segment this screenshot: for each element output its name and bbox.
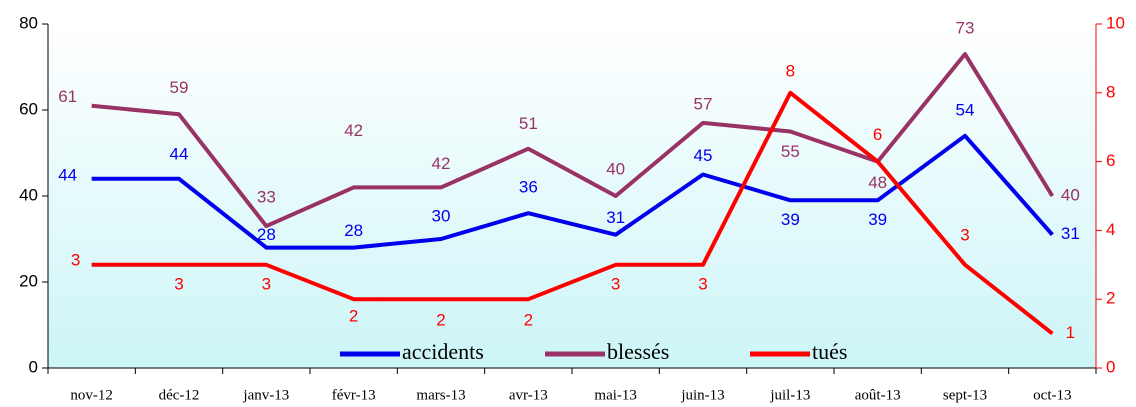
y-tick-label: 0 [29, 357, 38, 376]
data-label: 42 [344, 121, 363, 140]
data-label: 45 [694, 146, 713, 165]
data-label: 30 [432, 206, 451, 225]
x-tick-label: sept-13 [943, 387, 987, 403]
x-tick-label: juin-13 [680, 387, 724, 403]
data-label: 39 [868, 210, 887, 229]
x-tick-label: févr-13 [332, 387, 376, 403]
series-line [91, 133, 1054, 250]
data-label: 48 [868, 173, 887, 192]
series-line [91, 52, 1055, 229]
data-label: 3 [611, 274, 620, 293]
data-label: 3 [71, 250, 80, 269]
y-tick-label: 20 [19, 271, 38, 290]
legend-label: blessés [607, 339, 669, 364]
y-tick-label: 80 [19, 13, 38, 32]
data-label: 28 [344, 221, 363, 240]
data-label: 59 [170, 78, 189, 97]
data-label: 57 [694, 94, 713, 113]
data-label: 6 [873, 125, 882, 144]
x-tick-label: août-13 [855, 387, 901, 403]
x-tick-label: janv-13 [242, 387, 289, 403]
legend-label: tués [812, 339, 847, 364]
data-label: 33 [257, 188, 276, 207]
data-label: 61 [58, 87, 77, 106]
data-label: 54 [956, 100, 975, 119]
data-label: 28 [257, 225, 276, 244]
data-label: 31 [606, 208, 625, 227]
y2-tick-label: 4 [1106, 220, 1115, 239]
data-label: 44 [58, 165, 77, 184]
y2-tick-label: 0 [1106, 357, 1115, 376]
data-label: 39 [781, 210, 800, 229]
y2-tick-label: 2 [1106, 289, 1115, 308]
y-tick-label: 60 [19, 99, 38, 118]
data-label: 8 [786, 61, 795, 80]
data-label: 3 [174, 274, 183, 293]
data-label: 36 [519, 178, 538, 197]
data-label: 31 [1061, 224, 1080, 243]
data-label: 40 [1061, 185, 1080, 204]
data-label: 51 [519, 114, 538, 133]
data-label: 3 [698, 274, 707, 293]
series-line [91, 90, 1054, 336]
data-label: 55 [781, 142, 800, 161]
data-label: 40 [606, 159, 625, 178]
data-label: 44 [170, 144, 189, 163]
x-tick-label: mai-13 [594, 387, 637, 403]
data-label: 2 [524, 311, 533, 330]
y2-tick-label: 8 [1106, 82, 1115, 101]
y-tick-label: 40 [19, 185, 38, 204]
x-tick-label: juil-13 [769, 387, 810, 403]
data-label: 1 [1066, 323, 1075, 342]
x-tick-label: déc-12 [159, 387, 200, 403]
data-label: 2 [436, 311, 445, 330]
x-tick-label: mars-13 [416, 387, 465, 403]
data-label: 3 [960, 225, 969, 244]
data-label: 3 [262, 274, 271, 293]
x-tick-label: nov-12 [70, 387, 113, 403]
y2-tick-label: 10 [1106, 13, 1125, 32]
data-label: 42 [432, 154, 451, 173]
data-label: 73 [956, 19, 975, 38]
data-label: 2 [349, 307, 358, 326]
y2-tick-label: 6 [1106, 151, 1115, 170]
plot-area [48, 24, 1096, 368]
x-tick-label: avr-13 [509, 387, 548, 403]
legend-label: accidents [402, 339, 484, 364]
x-tick-label: oct-13 [1033, 387, 1071, 403]
